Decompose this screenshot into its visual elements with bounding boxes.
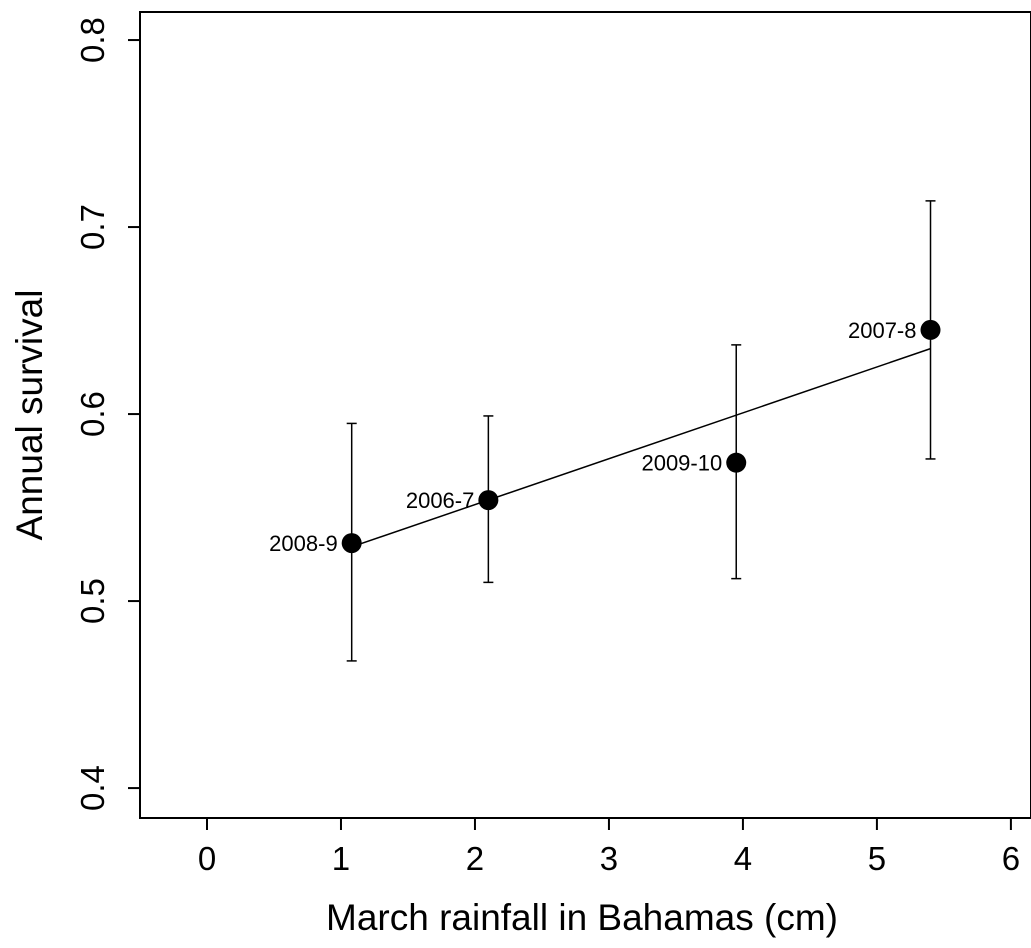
data-point bbox=[341, 533, 362, 554]
point-labels: 2008-9 2006-7 2009-10 2007-8 bbox=[269, 318, 916, 556]
x-axis-title: March rainfall in Bahamas (cm) bbox=[326, 897, 838, 938]
x-axis: 0 1 2 3 4 5 6 bbox=[198, 818, 1020, 877]
x-tick-label: 5 bbox=[868, 840, 886, 877]
x-tick-label: 4 bbox=[734, 840, 752, 877]
x-tick-label: 1 bbox=[332, 840, 350, 877]
data-point bbox=[478, 490, 499, 511]
data-point bbox=[726, 452, 747, 473]
point-label: 2008-9 bbox=[269, 531, 338, 556]
point-label: 2006-7 bbox=[406, 488, 475, 513]
y-tick-label: 0.4 bbox=[74, 765, 111, 811]
plot-frame bbox=[139, 11, 1031, 819]
fit-line-group bbox=[351, 347, 931, 548]
x-tick-label: 6 bbox=[1002, 840, 1020, 877]
y-axis: 0.4 0.5 0.6 0.7 0.8 bbox=[74, 17, 140, 811]
fit-line bbox=[351, 347, 931, 548]
x-tick-label: 3 bbox=[600, 840, 618, 877]
x-tick-label: 2 bbox=[466, 840, 484, 877]
point-label: 2007-8 bbox=[848, 318, 917, 343]
y-tick-label: 0.5 bbox=[74, 578, 111, 624]
point-label: 2009-10 bbox=[641, 451, 722, 476]
error-bars bbox=[346, 200, 936, 662]
x-tick-label: 0 bbox=[198, 840, 216, 877]
data-point bbox=[920, 319, 941, 340]
y-tick-label: 0.8 bbox=[74, 17, 111, 63]
y-tick-label: 0.6 bbox=[74, 391, 111, 437]
data-points bbox=[341, 319, 941, 554]
y-axis-title: Annual survival bbox=[9, 290, 50, 541]
y-tick-label: 0.7 bbox=[74, 204, 111, 250]
